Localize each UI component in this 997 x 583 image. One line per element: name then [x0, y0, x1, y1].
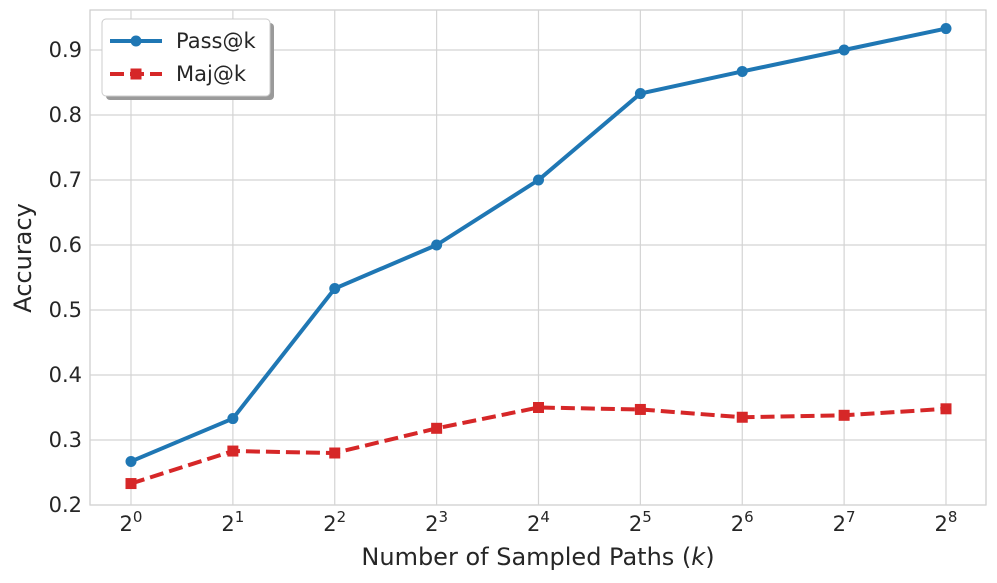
data-point: [329, 283, 341, 295]
x-tick-labels: 20 21 22 23 24 25 26 27 28: [120, 508, 958, 536]
y-tick-label: 0.8: [49, 103, 82, 127]
data-point: [736, 65, 748, 77]
x-tick-label: 23: [425, 508, 448, 536]
legend-label: Maj@k: [176, 62, 247, 86]
y-tick-label: 0.7: [49, 168, 82, 192]
y-axis-title: Accuracy: [9, 203, 37, 313]
y-tick-label: 0.5: [49, 298, 82, 322]
series-layer: [125, 23, 952, 490]
data-point: [838, 409, 850, 421]
x-tick-label: 27: [833, 508, 856, 536]
y-tick-label: 0.6: [49, 233, 82, 257]
data-point: [533, 174, 544, 186]
data-point: [940, 23, 952, 35]
data-point: [940, 403, 952, 415]
data-point: [125, 455, 137, 467]
x-tick-label: 25: [629, 508, 652, 536]
data-point: [431, 422, 443, 434]
y-tick-label: 0.4: [49, 363, 82, 387]
legend-marker: [130, 35, 142, 47]
series-line-maj-k: [130, 405, 947, 486]
data-point: [838, 44, 850, 56]
data-point: [634, 88, 646, 100]
x-tick-label: 21: [221, 508, 244, 536]
data-point: [431, 239, 443, 251]
legend-label: Pass@k: [176, 29, 256, 53]
data-point: [227, 445, 239, 457]
x-tick-label: 22: [323, 508, 346, 536]
data-point: [736, 411, 748, 423]
x-tick-label: 20: [120, 508, 143, 536]
y-tick-label: 0.3: [49, 428, 82, 452]
data-point: [227, 413, 239, 425]
data-point: [533, 402, 544, 413]
x-tick-label: 26: [731, 508, 754, 536]
legend: Pass@k Maj@k: [101, 18, 274, 100]
legend-box: [101, 18, 271, 97]
y-tick-label: 0.2: [49, 493, 82, 517]
y-tick-label: 0.9: [49, 38, 82, 62]
y-tick-labels: 0.2 0.3 0.4 0.5 0.6 0.7 0.8 0.9: [49, 38, 82, 517]
legend-marker: [130, 68, 142, 80]
x-tick-label: 24: [527, 508, 550, 536]
data-point: [329, 447, 341, 459]
x-tick-label: 28: [935, 508, 958, 536]
x-axis-title: Number of Sampled Paths (k): [361, 543, 714, 571]
data-point: [125, 478, 137, 490]
data-point: [634, 403, 646, 415]
